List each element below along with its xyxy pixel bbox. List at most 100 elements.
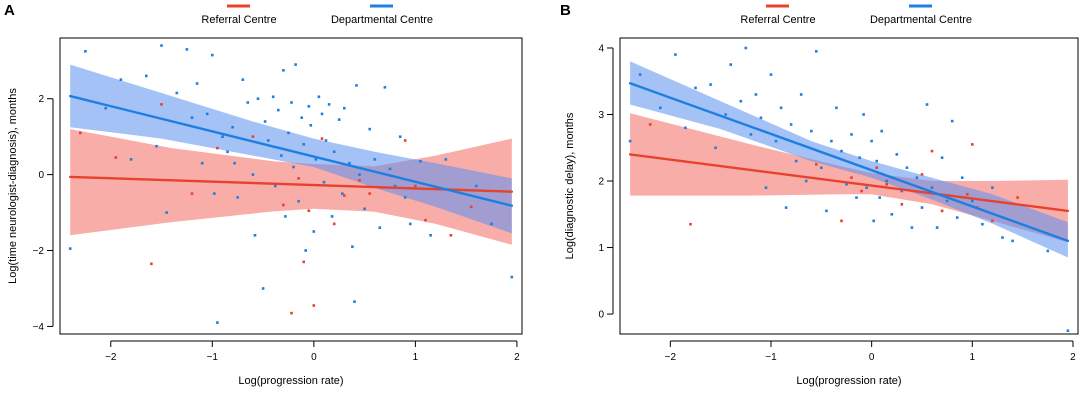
- panel-a-dep-point: [263, 120, 267, 123]
- panel-a-dep-point: [409, 222, 412, 226]
- panel-b-dep-point: [955, 216, 959, 219]
- panel-a-ref-point: [160, 103, 163, 106]
- panel-a-ref-point: [282, 203, 285, 207]
- panel-b-dep-point: [981, 222, 984, 226]
- panel-b-ref-fit-line: [628, 153, 1070, 213]
- panel-a-dep-point: [304, 249, 307, 252]
- panel-b-dep-point: [779, 106, 783, 110]
- panel-a-dep-point: [292, 165, 295, 169]
- panel-b-dep-point: [925, 103, 929, 106]
- panel-b-dep-point: [960, 176, 964, 179]
- panel-b-dep-point: [885, 179, 888, 183]
- panel-b-dep-point: [895, 153, 899, 156]
- panel-a-dep-point: [236, 196, 239, 199]
- panel-b-dep-point: [729, 63, 732, 66]
- panel-b-dep-point: [845, 183, 848, 186]
- panel-a-dep-point: [444, 158, 448, 161]
- panel-a-dep-point: [160, 44, 163, 47]
- panel-a-dep-point: [475, 184, 478, 188]
- panel-a-dep-point: [348, 161, 351, 165]
- panel-b-dep-confidence-band: [630, 61, 1068, 258]
- panel-b-ref-point: [860, 189, 863, 193]
- panel-a-ref-point: [358, 179, 361, 182]
- panel-b-dep-point: [754, 93, 758, 96]
- panel-a-dep-point: [351, 245, 354, 248]
- panel-b-dep-point: [940, 156, 944, 159]
- panel-a-dep-point: [337, 118, 341, 121]
- panel-a-dep-point: [314, 158, 318, 161]
- panel-a-dep-point: [280, 154, 283, 157]
- panel-a-dep-point: [284, 215, 287, 218]
- panel-b: B Referral Centre Departmental Centre −2…: [560, 2, 1079, 387]
- panel-b-ref-point: [840, 219, 843, 223]
- panel-b-ref-point: [991, 219, 994, 223]
- panel-b-dep-point: [1001, 236, 1004, 239]
- panel-b-dep-point: [684, 126, 687, 130]
- panel-a-dep-point: [290, 101, 293, 104]
- panel-a-dep-point: [341, 192, 344, 195]
- panel-a-ref-point: [190, 192, 194, 195]
- panel-b-dep-point: [855, 196, 858, 199]
- panel-a-dep-point: [68, 247, 72, 250]
- panel-a-dep-point: [300, 116, 303, 119]
- panel-b-dep-point: [810, 129, 813, 133]
- panel-a-y-tick-label: 0: [38, 170, 44, 181]
- panel-a-ref-point: [150, 262, 153, 266]
- panel-a-ref-point: [332, 222, 336, 226]
- panel-a-x-tick-label: −2: [105, 352, 117, 363]
- panel-a-dep-point: [261, 287, 265, 290]
- panel-a-legend: Referral Centre Departmental Centre: [201, 4, 433, 26]
- panel-b-dep-point: [971, 199, 974, 203]
- panel-b-ref-point: [815, 163, 818, 166]
- panel-a-dep-point: [393, 184, 397, 188]
- panel-b-plot-frame: [619, 37, 1079, 335]
- panel-a-dep-point: [307, 105, 311, 108]
- panel-b-ref-point: [930, 149, 934, 153]
- panel-b-dep-point: [862, 113, 865, 116]
- panel-a-dep-point: [104, 106, 107, 110]
- panel-b-ref-point: [1016, 196, 1019, 199]
- panel-a-dep-point: [353, 300, 356, 303]
- panel-b-dep-point: [759, 116, 763, 120]
- panel-a-dep-point: [317, 95, 321, 99]
- panel-a-dep-point: [403, 196, 407, 199]
- panel-a-ref-point: [251, 135, 255, 138]
- panel-b-ref-point: [648, 123, 652, 126]
- panel-b-dep-point: [900, 189, 904, 193]
- panel-a-ref-point: [290, 311, 293, 315]
- panel-b-dep-point: [850, 133, 853, 136]
- panel-a-dep-point: [129, 158, 133, 161]
- panel-a-dep-point: [490, 222, 493, 226]
- panel-b-dep-point: [714, 146, 717, 150]
- panel-a-y-tick-label: −2: [33, 246, 45, 257]
- panel-a-dep-point: [343, 106, 346, 110]
- panel-b-dep-point: [744, 46, 748, 50]
- panel-a-dep-point: [378, 226, 382, 229]
- panel-b-dep-point: [794, 159, 798, 163]
- panel-b-label: B: [560, 2, 571, 19]
- panel-a-ref-point: [297, 177, 300, 180]
- panel-a-dep-point: [358, 173, 361, 176]
- panel-a-dep-point: [226, 150, 229, 154]
- panel-a-ref-point: [216, 146, 219, 150]
- panel-b-y-axis-title: Log(diagnostic delay), months: [564, 112, 576, 259]
- panel-b-dep-point: [749, 133, 753, 136]
- panel-b-x-axis-title: Log(progression rate): [796, 375, 901, 387]
- legend-departmental-label: Departmental Centre: [870, 14, 972, 26]
- panel-a-dep-point: [246, 101, 250, 104]
- panel-a-ref-point: [114, 156, 118, 159]
- panel-a-x-tick-label: −1: [207, 352, 219, 363]
- panel-a-dep-point: [277, 108, 280, 112]
- panel-a-dep-point: [253, 234, 257, 237]
- panel-b-dep-point: [789, 123, 793, 126]
- panel-a-dep-point: [368, 127, 371, 131]
- panel-a-x-tick-label: 2: [514, 352, 520, 363]
- panel-b-dep-point: [880, 129, 883, 133]
- panel-a-dep-point: [256, 97, 260, 100]
- panel-a-dep-point: [294, 63, 297, 66]
- panel-b-y-tick-label: 1: [598, 243, 604, 254]
- panel-a-dep-point: [373, 158, 377, 161]
- panel-a-ref-point: [368, 192, 371, 195]
- panel-a-dep-point: [383, 86, 387, 89]
- panel-b-dep-point: [1066, 329, 1070, 332]
